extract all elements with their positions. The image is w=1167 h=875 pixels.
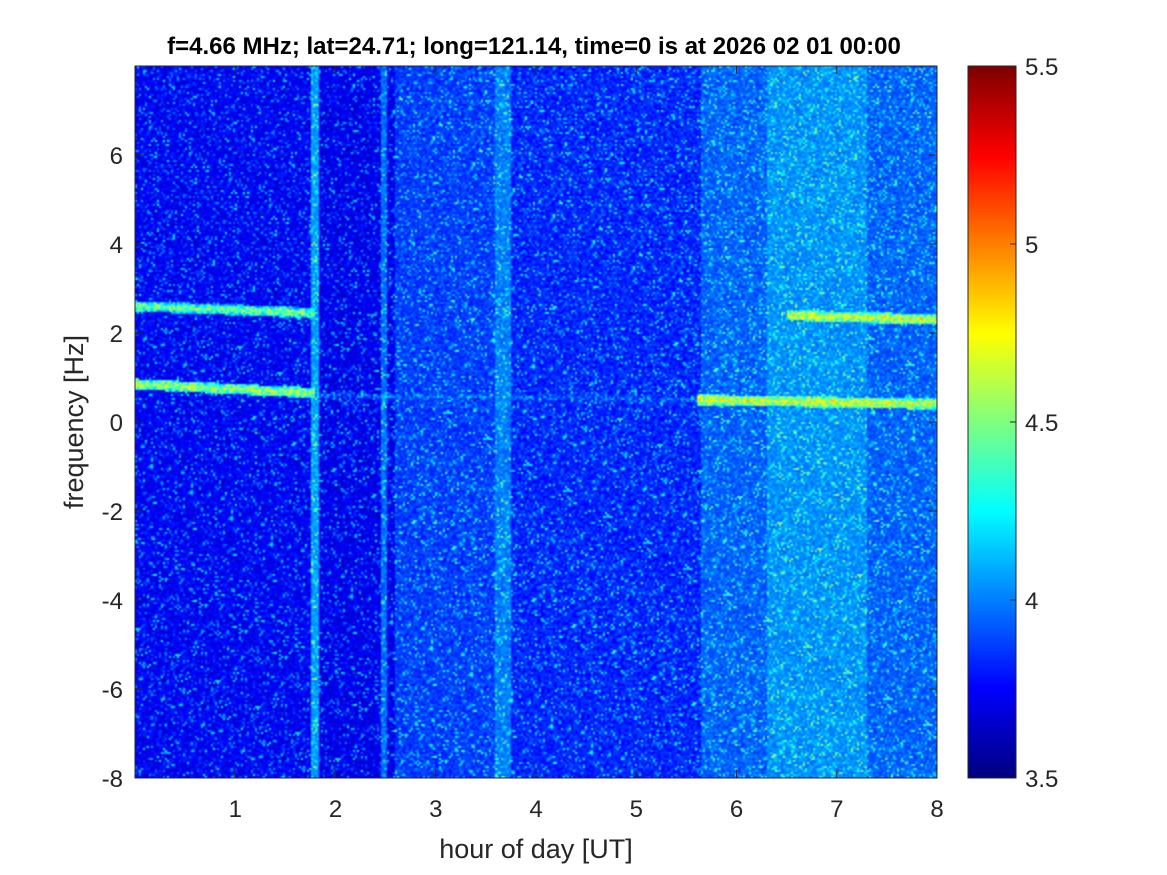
colorbar-tick-label: 4 <box>1025 588 1038 615</box>
colorbar-ticks: 3.5 4 4.5 5 5.5 <box>1010 54 1058 793</box>
x-tick-label: 3 <box>429 796 442 823</box>
y-axis-label: frequency [Hz] <box>59 335 89 509</box>
colorbar-tick-label: 3.5 <box>1025 766 1058 793</box>
x-tick-label: 5 <box>630 796 643 823</box>
colorbar: 3.5 4 4.5 5 5.5 <box>967 54 1058 793</box>
y-tick-label: 4 <box>110 232 123 259</box>
y-axis: -8 -6 -4 -2 0 2 4 6 <box>102 143 937 793</box>
x-tick-label: 2 <box>329 796 342 823</box>
colorbar-gradient <box>968 66 1016 778</box>
chart-title: f=4.66 MHz; lat=24.71; long=121.14, time… <box>167 33 901 60</box>
y-tick-label: -4 <box>102 588 123 615</box>
y-tick-label: 6 <box>110 143 123 170</box>
colorbar-tick-label: 5 <box>1025 232 1038 259</box>
x-tick-label: 4 <box>529 796 542 823</box>
x-axis: 1 2 3 4 5 6 7 8 <box>229 66 944 823</box>
y-tick-label: -2 <box>102 499 123 526</box>
colorbar-tick-label: 5.5 <box>1025 54 1058 81</box>
x-tick-label: 1 <box>229 796 242 823</box>
y-tick-label: -8 <box>102 766 123 793</box>
x-tick-label: 7 <box>830 796 843 823</box>
y-tick-label: -6 <box>102 677 123 704</box>
spectrogram-heatmap <box>135 66 937 778</box>
y-tick-label: 0 <box>110 410 123 437</box>
x-axis-label: hour of day [UT] <box>439 834 633 864</box>
colorbar-tick-label: 4.5 <box>1025 410 1058 437</box>
y-tick-label: 2 <box>110 321 123 348</box>
plot-area <box>134 65 938 779</box>
x-tick-label: 8 <box>930 796 943 823</box>
x-tick-label: 6 <box>730 796 743 823</box>
